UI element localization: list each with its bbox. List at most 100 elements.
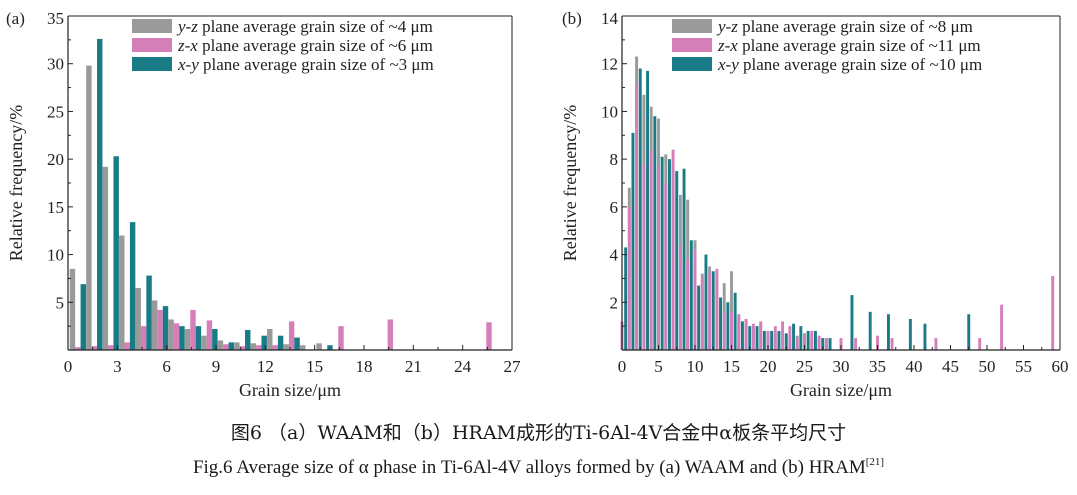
y-tick-label-5: 30 xyxy=(47,55,64,74)
bar-zx-1 xyxy=(91,346,98,350)
bar-zx-24 xyxy=(795,338,799,350)
bar-xy-6 xyxy=(667,159,671,350)
bar-zx-2 xyxy=(108,345,114,350)
x-tick-label-7: 35 xyxy=(869,357,886,376)
x-tick-label-11: 55 xyxy=(1015,357,1032,376)
legend-swatch-yz xyxy=(132,19,172,33)
bar-xy-33 xyxy=(923,323,927,350)
bar-zx-14 xyxy=(722,311,726,350)
bar-yz-0 xyxy=(69,268,76,350)
bar-zx-31 xyxy=(876,335,879,350)
bar-zx-10 xyxy=(239,346,246,350)
y-tick-label-2: 6 xyxy=(610,198,619,217)
x-tick-label-4: 20 xyxy=(760,357,777,376)
bar-yz-13 xyxy=(283,344,289,350)
x-tick-label-2: 6 xyxy=(162,357,171,376)
x-tick-label-6: 18 xyxy=(356,357,373,376)
bar-zx-14 xyxy=(338,326,344,350)
legend-label-xy: x-y plane average grain size of ~3 μm xyxy=(177,55,434,74)
y-axis-title: Relative frequency/% xyxy=(560,105,580,261)
bar-zx-3 xyxy=(642,163,646,350)
bar-zx-7 xyxy=(190,309,196,350)
legend-label-yz: y-z plane average grain size of ~4 μm xyxy=(176,17,433,36)
bar-zx-34 xyxy=(978,338,982,350)
legend-label-zx: z-x plane average grain size of ~6 μm xyxy=(177,36,433,55)
bar-zx-11 xyxy=(700,278,704,350)
bar-xy-14 xyxy=(726,302,730,350)
bar-zx-8 xyxy=(678,245,682,350)
bar-xy-22 xyxy=(784,333,788,350)
bar-xy-9 xyxy=(689,240,693,350)
x-tick-label-5: 15 xyxy=(306,357,323,376)
y-tick-label-3: 8 xyxy=(610,150,619,169)
x-tick-label-3: 9 xyxy=(212,357,221,376)
x-tick-label-2: 10 xyxy=(687,357,704,376)
chart-panel-b: 0 5 10 15 20 25 30 35 40 45 50 55 60 2 4 6 8 10 12 14 (b) Gra… xyxy=(560,9,1069,400)
bar-zx-6 xyxy=(173,323,180,350)
bar-xy-23 xyxy=(792,323,796,350)
bar-xy-8 xyxy=(682,168,686,350)
bar-xy-12 xyxy=(711,271,715,350)
bar-xy-7 xyxy=(675,171,679,350)
y-tick-label-5: 12 xyxy=(601,55,618,74)
bar-xy-13 xyxy=(294,337,300,350)
caption-reference: [21] xyxy=(865,456,885,468)
legend-label-zx: z-x plane average grain size of ~11 μm xyxy=(717,36,981,55)
bar-yz-6 xyxy=(168,319,174,350)
bar-zx-29 xyxy=(839,338,843,350)
chart-panel-a: 0 3 6 9 12 15 18 21 24 27 5 10 15 20 25 30 35 (a) Grain si… xyxy=(6,9,521,400)
y-axis-title: Relative frequency/% xyxy=(6,105,26,261)
x-tick-label-10: 50 xyxy=(979,357,996,376)
bar-zx-9 xyxy=(686,259,690,350)
bar-xy-14 xyxy=(327,345,333,350)
bar-zx-18 xyxy=(751,323,755,350)
bar-yz-11 xyxy=(250,343,257,350)
bar-zx-4 xyxy=(649,149,653,350)
x-tick-label-1: 5 xyxy=(654,357,663,376)
y-tick-label-4: 10 xyxy=(601,102,618,121)
bar-xy-5 xyxy=(162,306,169,350)
legend-swatch-xy xyxy=(132,57,172,71)
bar-zx-13 xyxy=(715,268,719,350)
bar-zx-28 xyxy=(824,338,828,350)
bar-zx-13 xyxy=(288,321,295,350)
legend-swatch-zx xyxy=(132,38,172,52)
bar-zx-10 xyxy=(693,249,697,350)
x-axis-title: Grain size/μm xyxy=(790,380,892,400)
bar-xy-29 xyxy=(850,295,854,350)
caption-english-text: Fig.6 Average size of α phase in Ti-6Al-… xyxy=(192,457,866,478)
bar-xy-18 xyxy=(755,326,759,350)
x-tick-label-3: 15 xyxy=(723,357,740,376)
panel-label: (a) xyxy=(6,9,25,28)
bar-zx-20 xyxy=(766,330,770,350)
bar-yz-1 xyxy=(86,65,92,351)
bar-zx-35 xyxy=(1000,304,1004,350)
legend: y-z plane average grain size of ~4 μmz-x… xyxy=(132,17,434,74)
bar-zx-12 xyxy=(272,345,278,350)
bar-xy-19 xyxy=(762,330,766,350)
bar-zx-4 xyxy=(140,326,147,350)
legend-swatch-zx xyxy=(672,38,712,52)
bar-xy-7 xyxy=(195,326,202,350)
y-tick-label-1: 10 xyxy=(47,246,64,265)
bar-yz-10 xyxy=(234,342,240,350)
bar-xy-0 xyxy=(80,284,87,350)
legend-swatch-yz xyxy=(672,19,712,33)
y-tick-label-0: 2 xyxy=(610,293,619,312)
bar-xy-21 xyxy=(777,330,781,350)
bar-xy-31 xyxy=(886,314,890,350)
y-tick-label-1: 4 xyxy=(610,246,619,265)
y-tick-label-0: 5 xyxy=(56,293,65,312)
bar-xy-4 xyxy=(146,275,152,350)
bar-xy-28 xyxy=(828,338,832,350)
bar-zx-30 xyxy=(854,338,858,350)
bar-xy-17 xyxy=(748,326,752,350)
x-tick-label-1: 3 xyxy=(113,357,122,376)
bar-xy-10 xyxy=(245,329,251,350)
bar-zx-0 xyxy=(75,347,81,350)
bar-zx-6 xyxy=(664,183,668,350)
bar-yz-2 xyxy=(102,166,109,350)
bar-xy-12 xyxy=(277,335,284,350)
bar-zx-12 xyxy=(708,273,712,350)
bar-zx-33 xyxy=(934,338,938,350)
